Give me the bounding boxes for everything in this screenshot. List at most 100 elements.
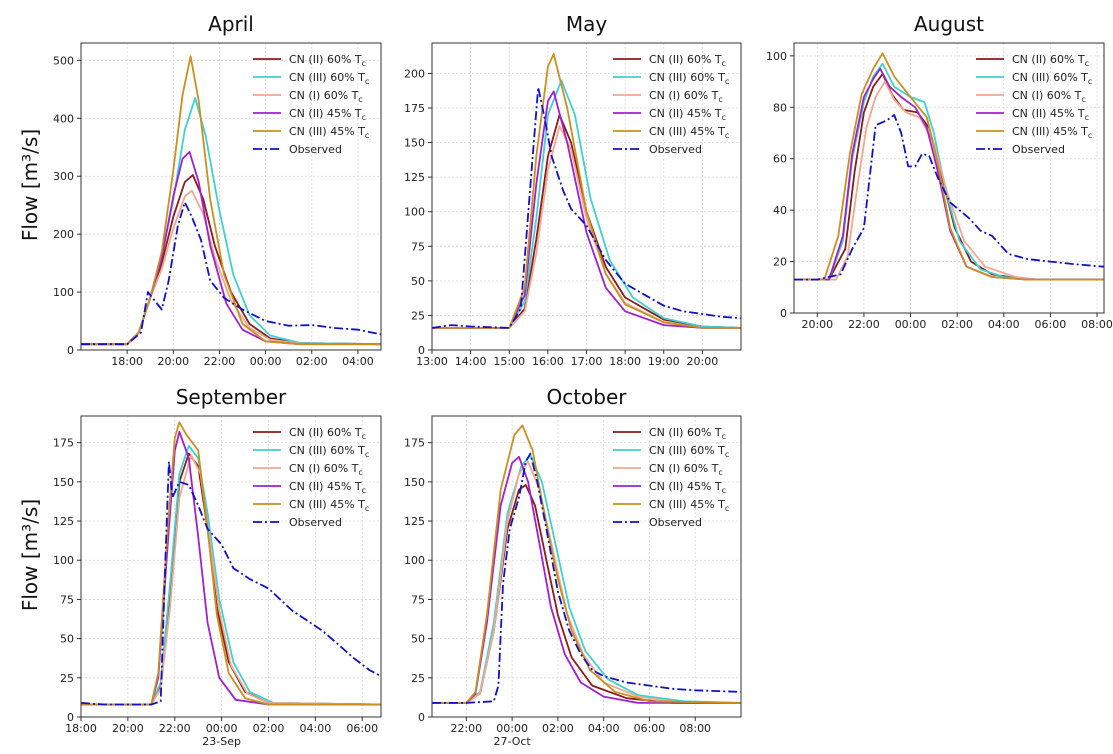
series-group	[794, 52, 1104, 281]
x-tick-label: 06:00	[1035, 318, 1067, 331]
y-tick-label: 25	[411, 309, 425, 322]
legend-label: CN (III) 45% Tc	[1012, 125, 1092, 140]
series-line-observed	[81, 460, 381, 706]
y-tick-label: 75	[60, 593, 74, 606]
plot-frame	[80, 42, 382, 351]
legend-label: CN (III) 45% Tc	[289, 498, 369, 513]
y-tick-label: 0	[67, 344, 74, 357]
legend-label: CN (III) 45% Tc	[649, 125, 729, 140]
y-tick-label: 50	[60, 633, 74, 646]
y-tick-label: 0	[67, 711, 74, 724]
x-tick-label: 02:00	[542, 722, 574, 735]
x-tick-label: 20:00	[157, 355, 189, 368]
x-date-label: 27-Oct	[493, 735, 531, 748]
series-line-cn-i-60-tc	[794, 80, 1104, 281]
y-tick-label: 0	[418, 344, 425, 357]
x-tick-label: 22:00	[848, 318, 880, 331]
y-tick-label: 175	[404, 437, 425, 450]
plot-frame	[80, 415, 382, 718]
legend-label: CN (III) 60% Tc	[289, 444, 369, 459]
panel-september: 18:00 20:00 22:00 00:00 02:00 04:00 06:00 0 25 50…	[53, 385, 382, 748]
y-tick-label: 300	[53, 170, 74, 183]
legend-label: CN (II) 60% Tc	[1012, 53, 1089, 68]
series-group	[432, 53, 741, 329]
legend-label: CN (II) 45% Tc	[289, 480, 366, 495]
x-tick-label: 00:00	[250, 355, 282, 368]
panel-title: April	[208, 12, 254, 36]
y-tick-label: 175	[404, 102, 425, 115]
y-tick-label: 100	[53, 286, 74, 299]
y-tick-label: 60	[773, 153, 787, 166]
legend-label: CN (II) 45% Tc	[289, 107, 366, 122]
legend-label: CN (III) 60% Tc	[649, 444, 729, 459]
x-tick-label: 02:00	[941, 318, 973, 331]
x-tick-label: 08:00	[1081, 318, 1113, 331]
x-tick-label: 22:00	[450, 722, 482, 735]
x-tick-label: 17:00	[571, 355, 603, 368]
y-tick-label: 100	[53, 554, 74, 567]
series-line-cn-ii-45-tc	[81, 151, 381, 346]
x-tick-label: 20:00	[801, 318, 833, 331]
legend: CN (II) 60% Tc CN (III) 60% Tc CN (I) 60% …	[613, 426, 729, 529]
series-line-cn-iii-45-tc	[432, 424, 741, 704]
series-line-cn-ii-45-tc	[81, 430, 381, 706]
x-tick-label: 19:00	[648, 355, 680, 368]
x-tick-label: 22:00	[159, 722, 191, 735]
series-line-observed	[432, 86, 741, 329]
x-tick-label: 18:00	[65, 722, 97, 735]
x-tick-label: 00:00	[895, 318, 927, 331]
legend-label: Observed	[649, 143, 702, 156]
series-group	[432, 424, 741, 704]
y-tick-label: 75	[411, 240, 425, 253]
series-group	[81, 55, 381, 346]
panel-august: 20:00 22:00 00:00 02:00 04:00 06:00 08:00 0 20 40…	[766, 12, 1113, 331]
series-group	[81, 421, 381, 706]
x-tick-label: 22:00	[204, 355, 236, 368]
y-tick-label: 125	[53, 515, 74, 528]
panel-title: October	[546, 385, 627, 409]
plot-frame	[431, 415, 742, 718]
y-tick-label: 25	[60, 672, 74, 685]
x-tick-label: 00:00	[206, 722, 238, 735]
legend-label: CN (II) 60% Tc	[289, 53, 366, 68]
series-line-cn-ii-60-tc	[81, 174, 381, 346]
panel-may: 13:00 14:00 15:00 16:00 17:00 18:00 19:00 20:00…	[404, 12, 742, 368]
series-line-observed	[794, 114, 1104, 281]
series-line-observed	[432, 452, 741, 704]
x-tick-label: 08:00	[679, 722, 711, 735]
panel-title: September	[176, 385, 287, 409]
legend-label: CN (I) 60% Tc	[1012, 89, 1086, 104]
y-tick-label: 100	[766, 50, 787, 63]
y-tick-label: 125	[404, 515, 425, 528]
y-tick-label: 0	[780, 307, 787, 320]
x-tick-label: 18:00	[609, 355, 641, 368]
series-line-cn-ii-45-tc	[432, 90, 741, 329]
y-tick-label: 50	[411, 275, 425, 288]
legend-label: CN (III) 60% Tc	[289, 71, 369, 86]
x-tick-label: 04:00	[988, 318, 1020, 331]
legend-label: CN (II) 60% Tc	[649, 53, 726, 68]
x-tick-label: 06:00	[634, 722, 666, 735]
y-tick-label: 200	[404, 67, 425, 80]
y-tick-label: 0	[418, 711, 425, 724]
panel-april: 18:00 20:00 22:00 00:00 02:00 04:00 0 100 200 300…	[53, 12, 382, 368]
x-tick-label: 14:00	[455, 355, 487, 368]
x-tick-label: 02:00	[253, 722, 285, 735]
x-tick-label: 02:00	[296, 355, 328, 368]
x-tick-label: 13:00	[416, 355, 448, 368]
y-tick-label: 125	[404, 171, 425, 184]
series-line-cn-iii-45-tc	[81, 421, 381, 706]
legend: CN (II) 60% Tc CN (III) 60% Tc CN (I) 60% …	[253, 53, 369, 156]
y-tick-label: 75	[411, 593, 425, 606]
y-tick-label: 400	[53, 112, 74, 125]
y-tick-label: 150	[404, 137, 425, 150]
legend-label: Observed	[649, 516, 702, 529]
panel-title: August	[914, 12, 984, 36]
panel-title: May	[566, 12, 608, 36]
legend-label: Observed	[1012, 143, 1065, 156]
x-tick-label: 06:00	[346, 722, 378, 735]
legend-label: Observed	[289, 516, 342, 529]
series-line-cn-iii-60-tc	[432, 79, 741, 329]
y-tick-label: 500	[53, 54, 74, 67]
